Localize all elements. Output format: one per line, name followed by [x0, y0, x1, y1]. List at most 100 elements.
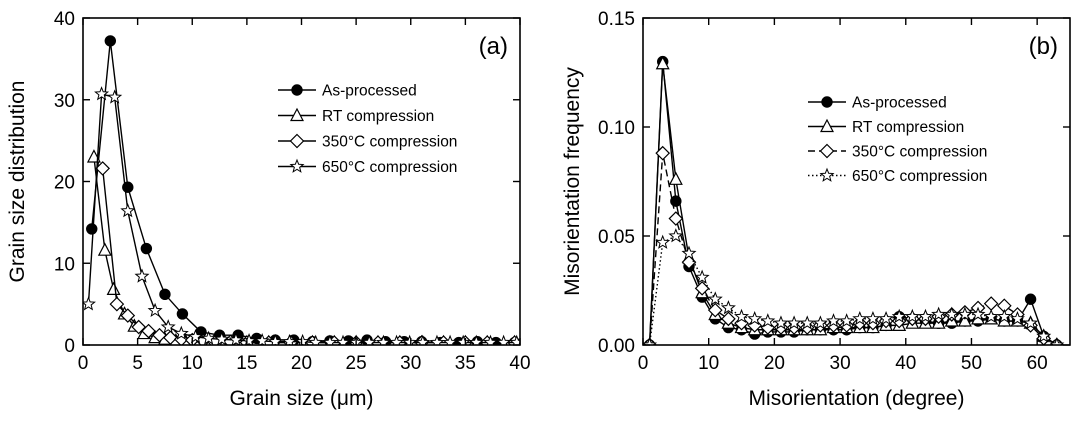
data-point — [852, 310, 868, 326]
data-point — [944, 306, 960, 321]
data-point — [509, 334, 520, 345]
data-point — [865, 310, 881, 326]
y-tick-label: 0.05 — [598, 227, 635, 248]
data-point — [734, 308, 750, 324]
legend-marker — [290, 107, 304, 122]
data-point — [1049, 337, 1065, 345]
data-point — [1024, 293, 1037, 305]
x-tick-label: 40 — [895, 353, 916, 374]
x-tick-label: 10 — [182, 353, 203, 374]
y-tick-label: 0.15 — [598, 9, 635, 30]
data-point — [707, 302, 723, 318]
data-point — [655, 55, 670, 70]
data-point — [95, 161, 111, 176]
data-point — [375, 334, 391, 345]
data-point — [983, 308, 999, 324]
data-point — [878, 310, 894, 326]
x-tick-label: 25 — [346, 353, 367, 374]
data-point — [852, 315, 868, 331]
y-tick-label: 40 — [54, 9, 75, 30]
data-point — [773, 315, 789, 330]
data-point — [322, 334, 338, 345]
data-point — [1036, 328, 1052, 343]
data-point — [655, 145, 671, 161]
x-tick-label: 5 — [132, 353, 143, 374]
data-point — [228, 332, 244, 345]
legend-label: 650°C compression — [322, 159, 457, 176]
data-point — [134, 268, 150, 283]
x-tick-label: 50 — [961, 353, 982, 374]
x-axis-label: Grain size (μm) — [230, 387, 374, 410]
x-tick-label: 20 — [764, 353, 785, 374]
data-point — [402, 334, 418, 345]
data-point — [694, 269, 710, 284]
data-point — [147, 302, 163, 318]
data-point — [120, 308, 136, 323]
data-point — [109, 296, 125, 312]
data-point — [931, 306, 947, 321]
data-point — [97, 242, 112, 256]
data-point — [468, 334, 484, 345]
data-point — [786, 315, 802, 330]
data-point — [214, 331, 230, 345]
plot-area — [83, 35, 520, 345]
data-point — [86, 223, 98, 235]
data-point — [668, 211, 684, 226]
panel-label: (a) — [479, 33, 508, 60]
data-point — [335, 334, 351, 345]
data-point — [839, 313, 855, 328]
data-point — [83, 296, 96, 311]
legend-label: As-processed — [322, 83, 417, 100]
y-tick-label: 30 — [54, 91, 75, 112]
data-point — [799, 315, 815, 330]
data-point — [442, 334, 458, 345]
x-tick-label: 35 — [455, 353, 476, 374]
data-point — [643, 337, 658, 345]
data-point — [163, 330, 178, 345]
data-point — [173, 325, 189, 340]
data-point — [1009, 310, 1025, 326]
data-point — [140, 242, 153, 255]
legend-label: 350°C compression — [852, 144, 987, 161]
data-point — [201, 330, 217, 345]
data-point — [496, 334, 512, 345]
y-tick-label: 0.00 — [598, 336, 635, 357]
data-point — [694, 280, 710, 296]
data-point — [1023, 315, 1039, 330]
y-tick-label: 10 — [54, 254, 75, 275]
x-tick-label: 15 — [236, 353, 257, 374]
data-point — [188, 328, 204, 344]
data-point — [107, 89, 123, 104]
data-point — [141, 323, 156, 339]
data-point — [891, 308, 907, 324]
legend: As-processed RT compression 350°C compress… — [278, 83, 457, 176]
panel-a: 0 5 10 15 20 25 30 35 40 0 10 20 30 40 Grain size (μm)… — [6, 9, 531, 410]
data-point — [773, 320, 789, 335]
data-point — [241, 333, 257, 345]
x-tick-label: 10 — [698, 353, 719, 374]
data-point — [747, 310, 763, 326]
legend-marker — [819, 143, 835, 159]
data-point — [720, 300, 736, 315]
panel-label: (b) — [1029, 33, 1058, 60]
data-point — [904, 308, 920, 324]
data-point — [668, 228, 684, 243]
data-point — [159, 288, 171, 301]
data-point — [760, 313, 776, 328]
data-point — [120, 203, 136, 218]
data-point — [655, 234, 671, 249]
y-tick-label: 0.10 — [598, 118, 635, 139]
x-tick-label: 60 — [1027, 353, 1048, 374]
data-point — [812, 315, 828, 330]
legend-label: RT compression — [852, 119, 964, 136]
data-point — [455, 334, 471, 345]
y-axis-label: Misorientation frequency — [561, 67, 584, 296]
data-point — [826, 313, 842, 328]
data-point — [160, 319, 176, 334]
data-point — [254, 333, 270, 345]
data-point — [681, 245, 697, 260]
y-tick-label: 20 — [54, 173, 75, 194]
y-axis-label: Grain size distribution — [6, 81, 29, 283]
data-point — [721, 311, 736, 327]
data-point — [957, 306, 973, 321]
